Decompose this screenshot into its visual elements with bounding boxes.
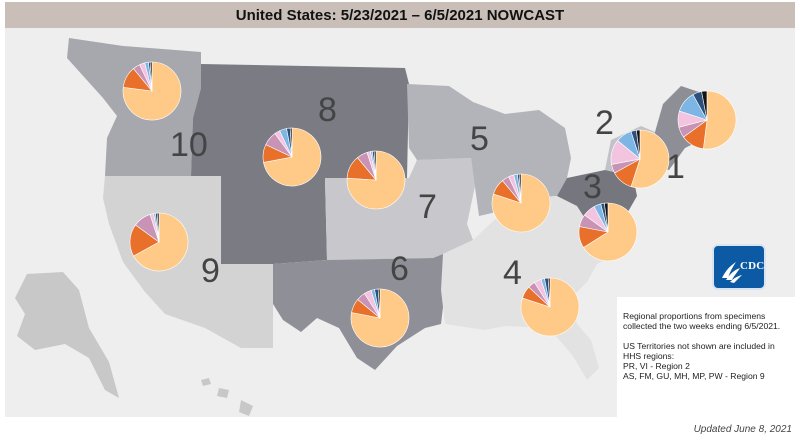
region-1-pie-slice-1 — [703, 90, 737, 150]
hawaii-shape — [201, 378, 253, 416]
info-territories-line-2: HHS regions: — [623, 351, 675, 361]
region-5-pie-slice-1 — [491, 173, 551, 233]
info-territories-line-1: US Territories not shown are included in — [623, 341, 775, 351]
updated-date: Updated June 8, 2021 — [693, 424, 792, 435]
region-5-pie-slice-7 — [518, 173, 522, 204]
info-proportions-line-1: Regional proportions from specimens — [623, 311, 766, 321]
region-10-pie-slice-1 — [122, 61, 182, 121]
info-box: Regional proportions from specimens coll… — [617, 297, 795, 417]
region-1-number: 1 — [666, 148, 685, 186]
region-8-number: 8 — [318, 91, 337, 129]
region-1-pie-slice-7 — [701, 90, 708, 121]
region-8-pie-slice-7 — [289, 127, 293, 158]
region-2-number: 2 — [595, 104, 614, 142]
alaska-shape — [15, 272, 119, 398]
region-9-pie-slice-1 — [133, 212, 189, 272]
region-5-number: 5 — [470, 120, 489, 158]
region-9-number: 9 — [201, 252, 220, 290]
cdc-logo-text: CDC — [740, 260, 765, 272]
region-3-number: 3 — [583, 168, 602, 206]
region-4-pie-slice-7 — [547, 277, 551, 308]
cdc-logo: CDC — [712, 244, 766, 290]
region-4-pie-slice-1 — [520, 277, 580, 337]
info-territories-line-3: PR, VI - Region 2 — [623, 361, 690, 371]
us-map: 10 9 8 7 6 5 4 3 2 1 — [15, 38, 737, 416]
region-2-pie-slice-7 — [636, 129, 641, 160]
info-territories-line-4: AS, FM, GU, MH, MP, PW - Region 9 — [623, 371, 765, 381]
region-6-pie-slice-1 — [350, 288, 410, 348]
region-9-pie-slice-7 — [156, 212, 160, 243]
region-2-pie-slice-1 — [630, 129, 670, 189]
info-proportions-line-2: collected the two weeks ending 6/5/2021. — [623, 321, 781, 331]
region-6-pie-slice-7 — [377, 288, 381, 319]
region-7-number: 7 — [418, 188, 437, 226]
hhs-eagle-icon — [722, 262, 742, 283]
region-10-number: 10 — [170, 126, 208, 164]
region-10-pie-slice-7 — [149, 61, 153, 92]
region-6-number: 6 — [390, 250, 409, 288]
region-7-pie-slice-7 — [373, 150, 377, 181]
region-3-pie-slice-1 — [583, 202, 638, 262]
variant-pie-charts — [122, 61, 737, 348]
region-3-pie-slice-7 — [604, 202, 609, 233]
map-panel: 10 9 8 7 6 5 4 3 2 1 — [5, 28, 795, 417]
map-title: United States: 5/23/2021 – 6/5/2021 NOWC… — [5, 2, 795, 28]
region-4-number: 4 — [503, 254, 522, 292]
